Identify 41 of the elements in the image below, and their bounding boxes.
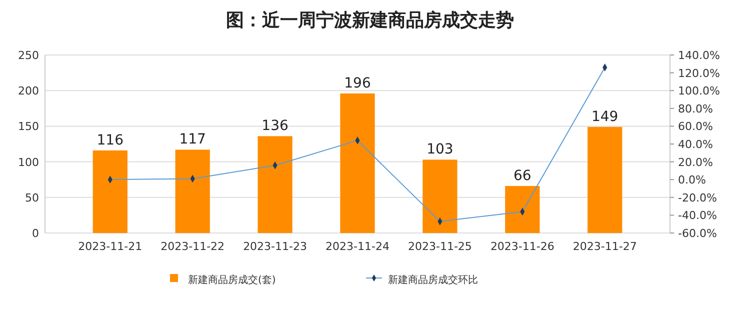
y2-tick-label: -60.0% [678,227,717,240]
y-tick-label: 50 [25,191,39,204]
y2-tick-label: 60.0% [678,120,713,134]
data-label: 117 [179,132,206,148]
y2-tick-label: 120.0% [678,66,720,80]
y2-tick-label: 140.0% [678,49,720,62]
y2-tick-label: 80.0% [678,102,713,116]
data-label: 103 [426,142,454,158]
data-label: 196 [344,75,371,92]
legend-label: 新建商品房成交环比 [388,274,478,286]
y2-tick-label: -40.0% [678,209,717,222]
y2-tick-label: 100.0% [678,84,720,98]
y-tick-label: 100 [18,156,39,169]
chart-title: 图：近一周宁波新建商品房成交走势 [226,10,514,31]
data-label: 136 [262,118,288,134]
bar [92,150,128,233]
y-tick-label: 0 [32,227,39,240]
y-tick-label: 150 [18,120,39,134]
bar [258,136,292,233]
y-tick-label: 200 [18,84,39,98]
data-label: 66 [513,168,532,184]
x-tick-label: 2023-11-27 [572,240,637,253]
legend-label: 新建商品房成交(套) [188,274,276,286]
x-tick-label: 2023-11-22 [160,240,225,253]
bar [175,150,210,233]
bar [422,160,458,233]
data-label: 116 [96,132,124,148]
x-tick-label: 2023-11-21 [78,240,142,253]
bar [588,126,622,233]
y-tick-label: 250 [18,49,39,62]
x-tick-label: 2023-11-26 [490,240,554,253]
bar [340,93,375,233]
y2-tick-label: -20.0% [678,191,717,204]
y2-tick-label: 40.0% [678,138,713,151]
y2-tick-label: 20.0% [678,156,713,169]
data-label: 149 [591,108,618,125]
bar [505,186,540,233]
x-tick-label: 2023-11-25 [408,240,472,253]
x-tick-label: 2023-11-24 [326,240,390,253]
y2-tick-label: 0.0% [678,174,706,187]
x-tick-label: 2023-11-23 [243,240,308,253]
